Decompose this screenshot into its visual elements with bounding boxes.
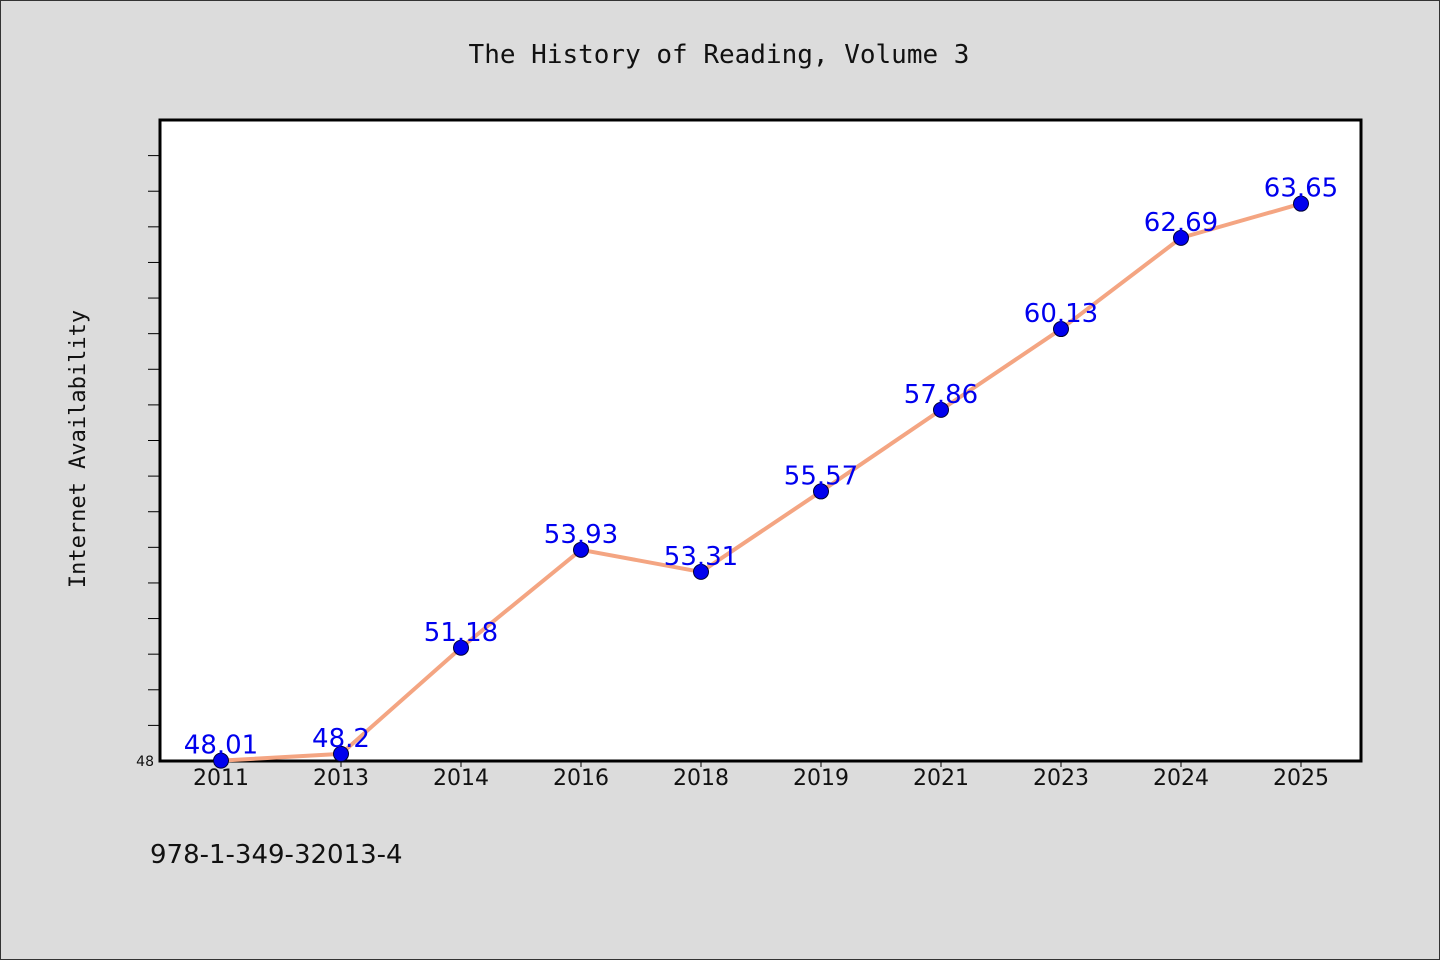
data-point [693, 563, 709, 580]
chart-title: The History of Reading, Volume 3 [469, 40, 970, 70]
data-labels: 48.01 48.2 51.18 53.93 53.31 55.57 57.86 60.13 6… [184, 174, 1338, 761]
y-tick-label: 48 [136, 754, 154, 770]
data-point [1293, 195, 1309, 212]
x-tick-label: 2025 [1273, 766, 1329, 791]
data-point [1053, 321, 1069, 338]
x-tick-label: 2014 [433, 766, 489, 791]
data-label: 53.93 [544, 520, 618, 550]
y-axis-label: Internet Availability [66, 310, 91, 588]
x-tick-label: 2018 [673, 766, 729, 791]
data-label: 60.13 [1024, 299, 1098, 329]
x-tick-label: 2019 [793, 766, 849, 791]
x-tick-label: 2021 [913, 766, 969, 791]
data-label: 62.69 [1144, 208, 1218, 238]
data-label: 63.65 [1264, 174, 1338, 204]
x-tick-label: 2013 [313, 766, 369, 791]
data-label: 57.86 [904, 380, 978, 410]
data-point [933, 401, 949, 418]
data-label: 53.31 [664, 542, 738, 572]
x-tick-label: 2011 [193, 766, 249, 791]
data-point [813, 483, 829, 500]
data-label: 55.57 [784, 461, 858, 491]
series-markers [213, 195, 1309, 769]
x-tick-label: 2016 [553, 766, 609, 791]
plot-area [158, 118, 1363, 763]
data-point [453, 639, 469, 656]
data-label: 48.01 [184, 731, 258, 761]
data-point [333, 745, 349, 762]
isbn-text: 978-1-349-32013-4 [150, 840, 403, 870]
series-line [219, 201, 1303, 763]
x-tick-label: 2024 [1153, 766, 1209, 791]
x-tick-label: 2023 [1033, 766, 1089, 791]
y-axis-ticks: 48 [136, 155, 160, 770]
x-axis-ticks: 2011 2013 2014 2016 2018 2019 2021 2023 2024 2025 [193, 761, 1329, 791]
data-point [1173, 229, 1189, 246]
data-point [573, 541, 589, 558]
data-label: 51.18 [424, 618, 498, 648]
data-point [213, 752, 229, 769]
data-label: 48.2 [312, 724, 370, 754]
